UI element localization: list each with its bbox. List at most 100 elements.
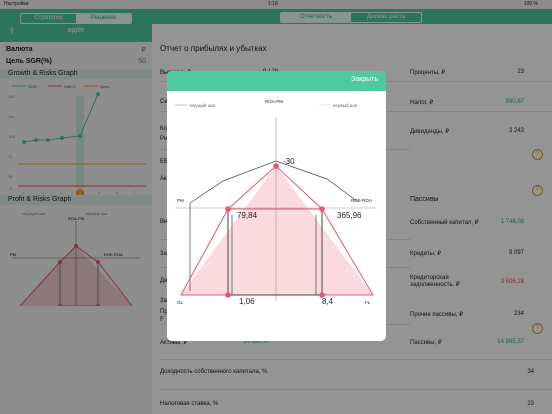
help-icon[interactable]: ? bbox=[532, 323, 543, 334]
row-value: 234 bbox=[513, 311, 524, 317]
report-tabs: Отчетность Дерево роста bbox=[280, 12, 422, 23]
loans-row[interactable]: Кредиты, ₽ 9 097 bbox=[410, 248, 540, 259]
row-label: Налоговая ставка, % bbox=[160, 401, 219, 407]
axis-label-right: ROE-ROA bbox=[351, 198, 372, 203]
section-title: Пассивы bbox=[410, 196, 439, 203]
legend-first-step: первый шаг bbox=[333, 102, 358, 108]
row-partial[interactable]: Се bbox=[160, 97, 180, 108]
assets-row[interactable]: Активы, ₽ 14 865,37 bbox=[160, 337, 270, 348]
value-right: 365,96 bbox=[337, 211, 362, 220]
row-value: 14 865,37 bbox=[497, 339, 524, 345]
value-bl: 1,06 bbox=[239, 297, 255, 306]
row-label: Активы, ₽ bbox=[160, 340, 188, 346]
profit-risk-chart: текущий шаг первый шаг ROA-PM PM ROE-ROA… bbox=[175, 99, 377, 306]
row-partial[interactable]: За bbox=[160, 249, 180, 260]
target-sgr-value: 50 bbox=[138, 58, 146, 65]
target-sgr-row[interactable]: Цель SGR(%) 50 bbox=[0, 56, 152, 67]
tax-rate-row[interactable]: Налоговая ставка, % 23 bbox=[160, 399, 534, 410]
row-label: Прочие пассивы, ₽ bbox=[410, 312, 463, 318]
row-label: Вн bbox=[160, 219, 168, 225]
row-label: Се bbox=[160, 99, 168, 105]
ytick: 180 bbox=[8, 94, 15, 99]
close-button[interactable]: Закрыть bbox=[351, 76, 378, 83]
other-passives-row[interactable]: Прочие пассивы, ₽ 234 bbox=[410, 309, 540, 320]
ytick: 144 bbox=[8, 114, 15, 119]
axis-label-top: ROA-PM bbox=[265, 99, 283, 104]
row-partial[interactable]: Ко bbox=[160, 124, 180, 135]
status-bar: Настройки 1:18 100 % bbox=[0, 0, 552, 9]
point-top bbox=[273, 163, 279, 169]
segment-solution[interactable]: Решение bbox=[76, 14, 131, 23]
help-icon[interactable]: ? bbox=[532, 185, 543, 196]
row-partial[interactable]: ЕВ bbox=[160, 157, 180, 168]
row-label: За bbox=[160, 298, 167, 304]
row-partial[interactable]: Ри bbox=[160, 134, 180, 145]
xtick: 7 bbox=[134, 190, 137, 195]
equity-row[interactable]: Собственный капитал, ₽ 1 748,09 bbox=[410, 217, 540, 228]
help-icon[interactable]: ? bbox=[532, 149, 543, 160]
strategy-segmented-control: Стратегия Решение bbox=[20, 13, 132, 24]
passives-title: Пассивы bbox=[410, 194, 540, 205]
axis-label-br: FL bbox=[365, 300, 371, 305]
xtick: 3 bbox=[60, 190, 63, 195]
value-br: 8,4 bbox=[322, 297, 334, 306]
row-partial: Ак bbox=[160, 174, 180, 185]
profit-risk-mini-chart[interactable]: текущий шаг первый шаг ROA-PM PM ROE-ROA… bbox=[0, 206, 152, 306]
row-value: 3 606,28 bbox=[500, 279, 524, 285]
profit-section-header: Profit & Risks Graph bbox=[0, 195, 152, 205]
payables-row[interactable]: Кредиторская задолженность, ₽ 3 606,28 bbox=[410, 273, 540, 293]
target-sgr-label: Цель SGR(%) bbox=[6, 58, 52, 65]
xtick: 1 bbox=[22, 190, 25, 195]
tax-row[interactable]: Налог, ₽ 990,67 bbox=[410, 97, 540, 108]
row-label: Кредиторская задолженность, ₽ bbox=[410, 275, 460, 288]
row-partial: F bbox=[160, 315, 180, 326]
interest-row[interactable]: Проценты, ₽ 23 bbox=[410, 67, 540, 78]
ytick: 72 bbox=[8, 154, 13, 159]
row-label: Дивиденды, ₽ bbox=[410, 129, 450, 135]
row-label: Проценты, ₽ bbox=[410, 70, 446, 76]
row-label: F bbox=[160, 317, 164, 323]
mini-axis-left: PM bbox=[10, 252, 16, 257]
modal-header: Закрыть bbox=[167, 71, 386, 91]
roe-row[interactable]: Доходность собственного капитала, % 34 bbox=[160, 367, 534, 378]
value-top: -30 bbox=[283, 157, 295, 166]
currency-row[interactable]: Валюта ₽ bbox=[0, 44, 152, 55]
xtick: 4 bbox=[79, 191, 82, 195]
share-icon[interactable]: ⇪ bbox=[8, 26, 16, 36]
row-value: 1 748,09 bbox=[500, 219, 524, 225]
ytick: 36 bbox=[8, 174, 13, 179]
currency-label: Валюта bbox=[6, 46, 33, 53]
row-value: 990,67 bbox=[505, 99, 524, 105]
row-partial[interactable]: Ди bbox=[160, 276, 180, 287]
dividends-row[interactable]: Дивиденды, ₽ 3 243 bbox=[410, 126, 540, 137]
profit-risk-modal: Закрыть текущий шаг первый шаг ROA-PM PM… bbox=[167, 71, 386, 341]
status-time: 1:18 bbox=[268, 1, 278, 7]
row-label: Ри bbox=[160, 136, 168, 142]
row-value: 9 097 bbox=[508, 250, 524, 256]
row-label: Собственный капитал, ₽ bbox=[410, 220, 479, 226]
growth-section-title: Growth & Risks Graph bbox=[8, 70, 78, 77]
row-label: ЕВ bbox=[160, 159, 169, 165]
legend-target: Цель bbox=[100, 84, 109, 89]
xtick: 6 bbox=[116, 190, 119, 195]
ytick: 108 bbox=[8, 134, 15, 139]
battery-label: 100 % bbox=[523, 1, 538, 7]
row-label: За bbox=[160, 251, 167, 257]
point-left bbox=[225, 206, 231, 212]
profit-section-title: Profit & Risks Graph bbox=[8, 196, 72, 203]
point-br bbox=[319, 292, 325, 298]
tab-reports[interactable]: Отчетность bbox=[281, 13, 351, 22]
row-value: 23 bbox=[527, 401, 534, 407]
segment-strategy[interactable]: Стратегия bbox=[34, 15, 63, 21]
row-partial[interactable]: Пр bbox=[160, 307, 180, 318]
mini-legend-current: текущий шаг bbox=[22, 211, 46, 216]
tab-growth-tree[interactable]: Дерево роста bbox=[367, 14, 405, 20]
currency-value: ₽ bbox=[141, 47, 146, 54]
passives-total-row[interactable]: Пассивы, ₽ 14 865,37 bbox=[410, 337, 540, 348]
row-partial[interactable]: Вн bbox=[160, 217, 180, 228]
main-header: Отчетность Дерево роста bbox=[152, 9, 552, 24]
row-partial[interactable]: За bbox=[160, 296, 180, 307]
row-label: Ак bbox=[160, 176, 167, 182]
row-label: Пассивы, ₽ bbox=[410, 340, 442, 346]
row-label: Пр bbox=[160, 309, 168, 315]
